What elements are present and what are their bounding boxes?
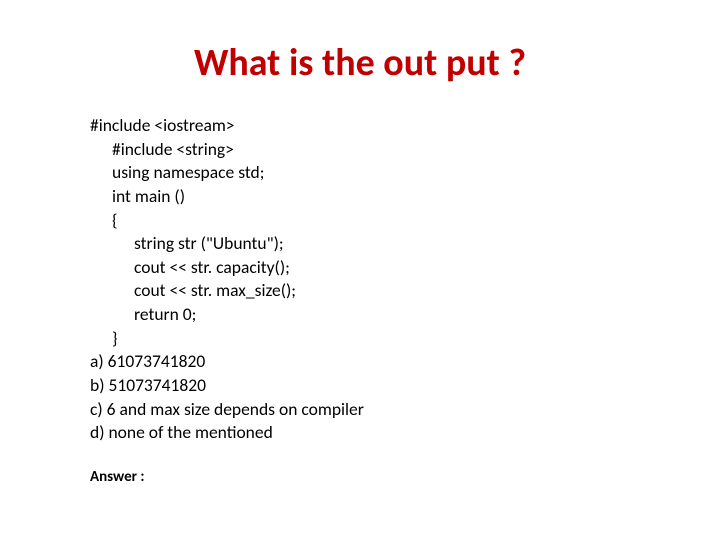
code-line-5: { bbox=[90, 209, 630, 233]
code-line-1: #include <iostream> bbox=[90, 114, 630, 138]
option-a: a) 61073741820 bbox=[90, 350, 630, 374]
code-line-7: cout << str. capacity(); bbox=[90, 256, 630, 280]
code-line-4: int main () bbox=[90, 185, 630, 209]
code-line-3: using namespace std; bbox=[90, 161, 630, 185]
option-b: b) 51073741820 bbox=[90, 374, 630, 398]
slide-content: #include <iostream> #include <string> us… bbox=[90, 114, 630, 487]
slide-title: What is the out put ? bbox=[90, 40, 630, 86]
option-c: c) 6 and max size depends on compiler bbox=[90, 398, 630, 422]
code-line-6: string str ("Ubuntu"); bbox=[90, 232, 630, 256]
code-line-9: return 0; bbox=[90, 303, 630, 327]
code-line-2: #include <string> bbox=[90, 138, 630, 162]
option-d: d) none of the mentioned bbox=[90, 421, 630, 445]
slide-container: What is the out put ? #include <iostream… bbox=[0, 0, 720, 540]
code-line-8: cout << str. max_size(); bbox=[90, 279, 630, 303]
answer-label: Answer : bbox=[90, 467, 630, 487]
code-line-10: } bbox=[90, 327, 630, 351]
